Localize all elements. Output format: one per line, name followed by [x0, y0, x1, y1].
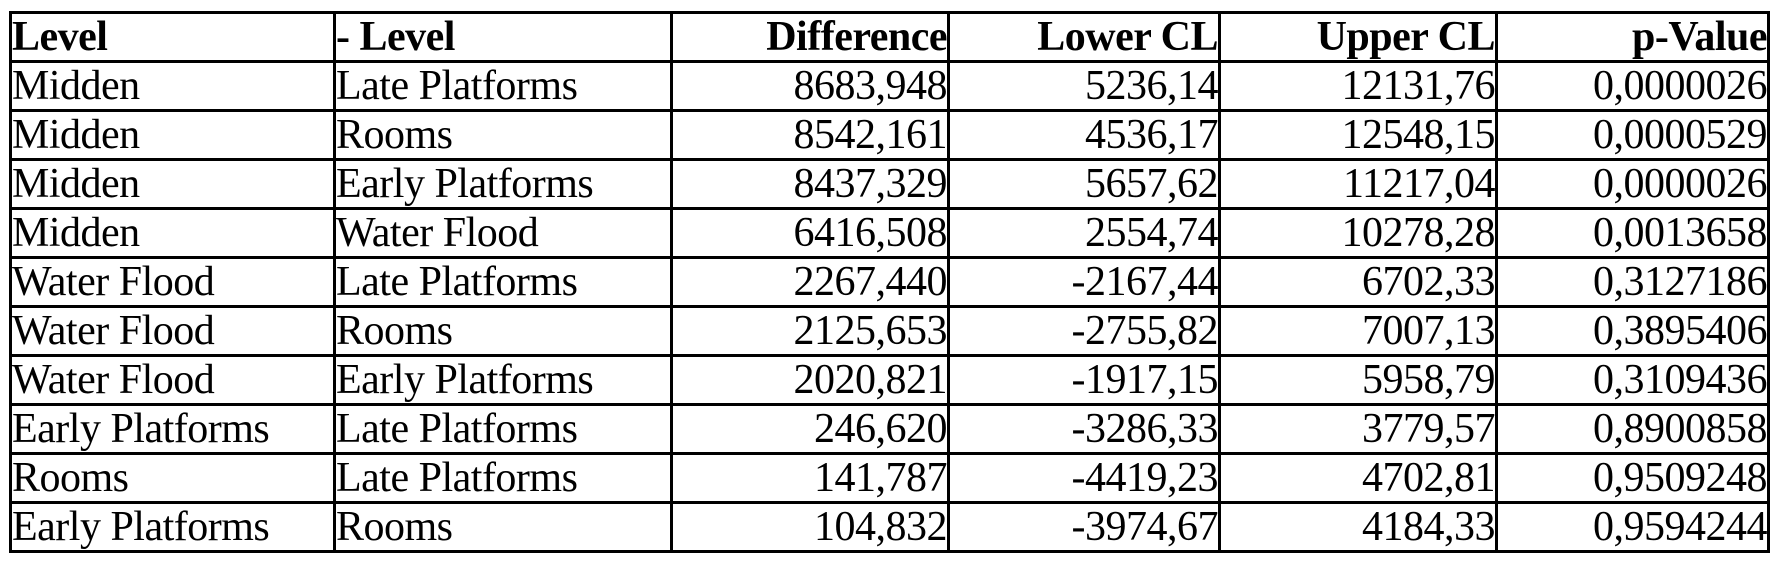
cell-lower-cl: 5657,62	[947, 158, 1221, 210]
cell-minus-level: Late Platforms	[333, 60, 673, 112]
table-row: Rooms Late Platforms 141,787 -4419,23 4702,8…	[9, 452, 1770, 504]
cell-level: Midden	[9, 60, 336, 112]
cell-minus-level: Early Platforms	[333, 158, 673, 210]
cell-minus-level: Rooms	[333, 109, 673, 161]
table-row: Water Flood Early Platforms 2020,821 -1917,…	[9, 354, 1770, 406]
cell-difference: 8437,329	[670, 158, 950, 210]
col-header-lower-cl: Lower CL	[947, 11, 1221, 63]
cell-lower-cl: -2755,82	[947, 305, 1221, 357]
table-row: Midden Water Flood 6416,508 2554,74 10278,28…	[9, 207, 1770, 259]
cell-level: Midden	[9, 158, 336, 210]
cell-level: Early Platforms	[9, 403, 336, 455]
cell-level: Water Flood	[9, 354, 336, 406]
cell-p-value: 0,0000026	[1495, 60, 1770, 112]
cell-difference: 246,620	[670, 403, 950, 455]
cell-level: Midden	[9, 207, 336, 259]
cell-minus-level: Water Flood	[333, 207, 673, 259]
cell-minus-level: Late Platforms	[333, 452, 673, 504]
cell-lower-cl: 4536,17	[947, 109, 1221, 161]
cell-p-value: 0,0000529	[1495, 109, 1770, 161]
cell-difference: 2125,653	[670, 305, 950, 357]
cell-upper-cl: 6702,33	[1218, 256, 1498, 308]
cell-p-value: 0,3109436	[1495, 354, 1770, 406]
col-header-minus-level: - Level	[333, 11, 673, 63]
cell-upper-cl: 5958,79	[1218, 354, 1498, 406]
table-row: Water Flood Late Platforms 2267,440 -2167,4…	[9, 256, 1770, 308]
cell-lower-cl: -3974,67	[947, 501, 1221, 553]
table-row: Early Platforms Late Platforms 246,620 -328…	[9, 403, 1770, 455]
cell-p-value: 0,0000026	[1495, 158, 1770, 210]
table-row: Early Platforms Rooms 104,832 -3974,67 4184,…	[9, 501, 1770, 553]
cell-difference: 8683,948	[670, 60, 950, 112]
cell-difference: 6416,508	[670, 207, 950, 259]
col-header-p-value: p-Value	[1495, 11, 1770, 63]
cell-level: Water Flood	[9, 256, 336, 308]
cell-minus-level: Rooms	[333, 501, 673, 553]
cell-difference: 2020,821	[670, 354, 950, 406]
cell-upper-cl: 4184,33	[1218, 501, 1498, 553]
header-row: Level - Level Difference Lower CL Upper …	[9, 11, 1770, 63]
table-header: Level - Level Difference Lower CL Upper …	[9, 11, 1770, 63]
col-header-difference: Difference	[670, 11, 950, 63]
cell-p-value: 0,3895406	[1495, 305, 1770, 357]
table-row: Midden Rooms 8542,161 4536,17 12548,15 0,0000…	[9, 109, 1770, 161]
cell-lower-cl: -4419,23	[947, 452, 1221, 504]
cell-lower-cl: -1917,15	[947, 354, 1221, 406]
table-row: Midden Early Platforms 8437,329 5657,62 1121…	[9, 158, 1770, 210]
cell-upper-cl: 10278,28	[1218, 207, 1498, 259]
cell-level: Water Flood	[9, 305, 336, 357]
table-row: Water Flood Rooms 2125,653 -2755,82 7007,13 0…	[9, 305, 1770, 357]
cell-minus-level: Late Platforms	[333, 403, 673, 455]
cell-upper-cl: 3779,57	[1218, 403, 1498, 455]
cell-p-value: 0,3127186	[1495, 256, 1770, 308]
cell-difference: 104,832	[670, 501, 950, 553]
cell-lower-cl: -3286,33	[947, 403, 1221, 455]
cell-upper-cl: 7007,13	[1218, 305, 1498, 357]
cell-p-value: 0,0013658	[1495, 207, 1770, 259]
cell-upper-cl: 12548,15	[1218, 109, 1498, 161]
cell-minus-level: Early Platforms	[333, 354, 673, 406]
pairwise-comparison-table: Level - Level Difference Lower CL Upper …	[9, 11, 1770, 553]
cell-minus-level: Rooms	[333, 305, 673, 357]
table-row: Midden Late Platforms 8683,948 5236,14 12131…	[9, 60, 1770, 112]
cell-difference: 8542,161	[670, 109, 950, 161]
cell-upper-cl: 4702,81	[1218, 452, 1498, 504]
cell-upper-cl: 12131,76	[1218, 60, 1498, 112]
cell-level: Midden	[9, 109, 336, 161]
cell-p-value: 0,8900858	[1495, 403, 1770, 455]
table-body: Midden Late Platforms 8683,948 5236,14 12131…	[9, 60, 1770, 553]
cell-upper-cl: 11217,04	[1218, 158, 1498, 210]
cell-minus-level: Late Platforms	[333, 256, 673, 308]
col-header-upper-cl: Upper CL	[1218, 11, 1498, 63]
cell-lower-cl: 2554,74	[947, 207, 1221, 259]
cell-difference: 2267,440	[670, 256, 950, 308]
cell-difference: 141,787	[670, 452, 950, 504]
cell-p-value: 0,9509248	[1495, 452, 1770, 504]
cell-lower-cl: -2167,44	[947, 256, 1221, 308]
cell-level: Early Platforms	[9, 501, 336, 553]
cell-lower-cl: 5236,14	[947, 60, 1221, 112]
cell-level: Rooms	[9, 452, 336, 504]
col-header-level: Level	[9, 11, 336, 63]
cell-p-value: 0,9594244	[1495, 501, 1770, 553]
